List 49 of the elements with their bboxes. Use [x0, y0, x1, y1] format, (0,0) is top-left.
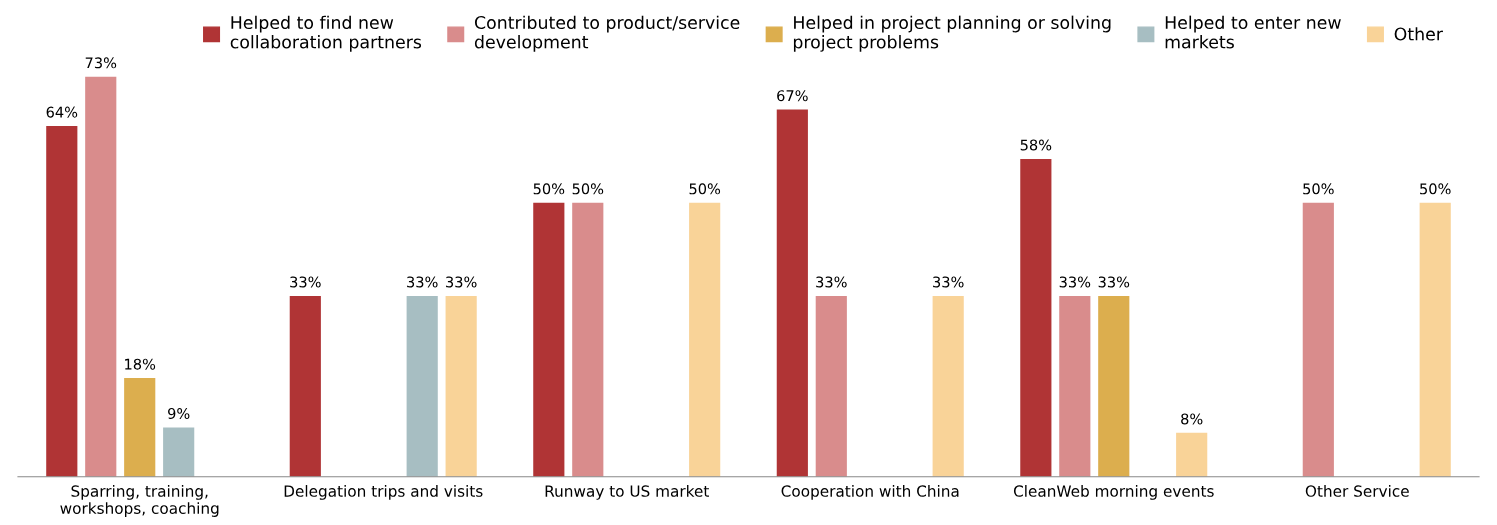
x-tick-label: Sparring, training, workshops, coaching: [60, 485, 219, 517]
bar: [1098, 295, 1130, 477]
data-label: 58%: [1020, 139, 1052, 151]
bar: [1059, 295, 1091, 477]
bar: [533, 202, 565, 477]
bar: [1176, 432, 1208, 477]
bar: [163, 427, 195, 477]
data-label: 50%: [1303, 183, 1334, 195]
data-label: 33%: [446, 276, 477, 288]
data-label: 73%: [85, 57, 117, 69]
data-label: 9%: [168, 407, 190, 419]
bar: [932, 295, 964, 477]
data-label: 18%: [125, 358, 156, 370]
data-label: 33%: [290, 276, 321, 288]
bar: [1419, 202, 1451, 477]
bar: [776, 109, 808, 477]
legend-label: Helped in project planning or solving project problems: [793, 15, 1111, 52]
legend-label: Helped to enter new markets: [1165, 15, 1341, 49]
bar: [46, 126, 78, 477]
data-label: 64%: [46, 106, 78, 118]
legend-label: Other: [1394, 27, 1443, 41]
x-tick-label: Other Service: [1305, 485, 1409, 497]
data-label: 50%: [689, 183, 721, 195]
data-label: 50%: [533, 183, 565, 195]
x-tick-label: CleanWeb morning events: [1013, 485, 1214, 500]
bar: [85, 76, 117, 477]
bar: [572, 202, 604, 477]
legend-label: Helped to find new collaboration partners: [230, 15, 422, 52]
data-label: 33%: [407, 276, 438, 288]
bar: [124, 378, 156, 477]
bar: [406, 295, 438, 477]
data-label: 8%: [1181, 413, 1203, 425]
data-label: 33%: [816, 276, 847, 288]
data-label: 33%: [1059, 276, 1091, 288]
bar: [1302, 202, 1334, 477]
bar: [445, 295, 477, 477]
data-label: 33%: [1098, 276, 1130, 288]
data-label: 33%: [933, 276, 964, 288]
bar: [1020, 158, 1052, 477]
data-label: 50%: [572, 183, 604, 195]
legend-label: Contributed to product/service development: [474, 15, 740, 52]
bar: [815, 295, 847, 477]
bar: [289, 295, 321, 477]
bar: [689, 202, 721, 477]
x-tick-label: Runway to US market: [545, 485, 709, 500]
x-tick-label: Delegation trips and visits: [284, 485, 483, 500]
data-label: 50%: [1420, 183, 1451, 195]
data-label: 67%: [777, 90, 808, 102]
x-tick-label: Cooperation with China: [781, 485, 959, 500]
